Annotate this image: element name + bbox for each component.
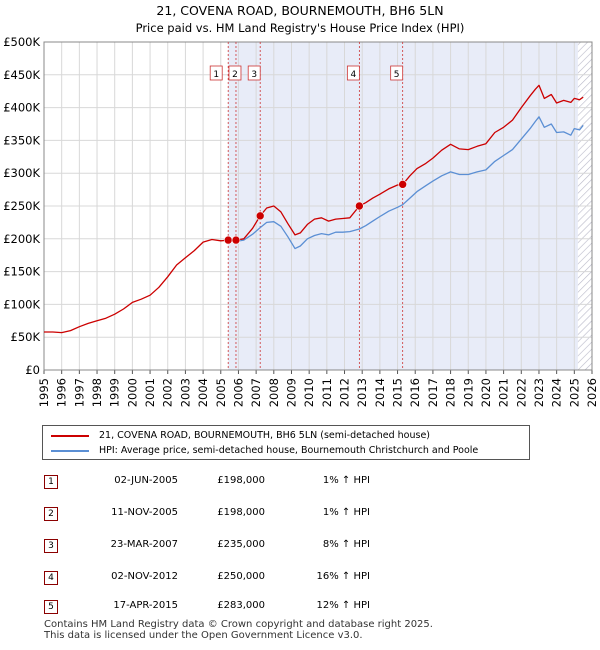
table-row: 5 17-APR-2015 £283,000 12% ↑ HPI	[0, 597, 600, 617]
sale-marker-number: 3	[251, 70, 257, 80]
x-tick-label: 2017	[426, 378, 440, 407]
sale-marker-number: 5	[394, 70, 400, 80]
y-tick-label: £250K	[3, 199, 40, 213]
sale-point	[223, 235, 233, 245]
x-tick-label: 2021	[497, 378, 511, 407]
sale-marker-box	[346, 65, 360, 81]
chart-legend: 21, COVENA ROAD, BOURNEMOUTH, BH6 5LN (s…	[42, 425, 530, 460]
sale-marker-number: 1	[213, 70, 219, 80]
sale-marker-box	[209, 65, 223, 81]
sale-marker-label: 1	[44, 475, 58, 489]
sale-marker-label: 5	[44, 600, 58, 614]
footer-licence: This data is licensed under the Open Gov…	[44, 630, 363, 641]
y-tick-label: £0	[25, 363, 40, 377]
y-tick-label: £150K	[3, 265, 40, 279]
x-tick-label: 2014	[373, 378, 387, 407]
x-tick-label: 2012	[338, 378, 352, 407]
sale-marker-number: 2	[232, 70, 238, 80]
sale-marker-label: 2	[44, 507, 58, 521]
sale-marker-label: 4	[44, 571, 58, 585]
chart-title: 21, COVENA ROAD, BOURNEMOUTH, BH6 5LN	[156, 3, 443, 18]
x-tick-label: 2026	[585, 378, 599, 407]
sale-price: £235,000	[217, 539, 265, 550]
x-tick-label: 1998	[90, 378, 104, 407]
sale-marker-label: 3	[44, 539, 58, 553]
sale-hpi-change: 8% ↑ HPI	[322, 539, 370, 550]
sale-point	[255, 211, 265, 221]
x-tick-label: 2006	[231, 378, 245, 407]
y-tick-label: £200K	[3, 232, 40, 246]
sale-price: £283,000	[217, 600, 265, 611]
sale-point	[398, 180, 407, 189]
x-tick-label: 2023	[532, 378, 546, 407]
plot-border	[43, 41, 593, 371]
footer-note: Contains HM Land Registry data © Crown c…	[44, 619, 433, 641]
x-tick-label: 1995	[37, 378, 51, 407]
x-tick-label: 2015	[391, 378, 405, 407]
table-row: 1 02-JUN-2005 £198,000 1% ↑ HPI	[0, 472, 600, 492]
legend-swatch-property	[51, 435, 89, 437]
table-row: 2 11-NOV-2005 £198,000 1% ↑ HPI	[0, 504, 600, 524]
x-tick-label: 1997	[72, 378, 86, 407]
sale-marker-box	[228, 65, 242, 81]
x-tick-label: 2007	[249, 378, 263, 407]
y-tick-label: £450K	[3, 68, 40, 82]
y-tick-label: £350K	[3, 133, 40, 147]
sale-hpi-change: 12% ↑ HPI	[316, 600, 370, 611]
footer-copyright: Contains HM Land Registry data © Crown c…	[44, 619, 433, 630]
sale-marker-box	[390, 65, 404, 81]
sale-point	[355, 201, 364, 211]
legend-label-property: 21, COVENA ROAD, BOURNEMOUTH, BH6 5LN (s…	[99, 430, 430, 441]
x-tick-label: 2013	[355, 378, 369, 407]
sale-date: 23-MAR-2007	[110, 539, 178, 550]
y-tick-label: £300K	[3, 166, 40, 180]
x-tick-label: 2019	[461, 378, 475, 407]
y-tick-label: £100K	[3, 297, 40, 311]
x-tick-label: 2008	[267, 378, 281, 407]
x-tick-label: 2000	[125, 378, 139, 407]
y-tick-label: £50K	[11, 330, 41, 344]
x-tick-label: 2009	[284, 378, 298, 407]
x-tick-label: 2025	[567, 378, 581, 407]
sale-date: 11-NOV-2005	[111, 507, 178, 518]
x-tick-label: 2016	[408, 378, 422, 407]
sale-marker-number: 4	[350, 70, 356, 80]
sale-hpi-change: 16% ↑ HPI	[316, 571, 370, 582]
x-tick-label: 1999	[108, 378, 122, 407]
x-tick-label: 2024	[550, 378, 564, 407]
sale-marker-box	[247, 65, 261, 81]
x-tick-label: 2004	[196, 378, 210, 407]
sale-price: £250,000	[217, 571, 265, 582]
legend-label-hpi: HPI: Average price, semi-detached house,…	[99, 445, 479, 456]
price-chart: 21, COVENA ROAD, BOURNEMOUTH, BH6 5LN Pr…	[3, 3, 599, 407]
x-tick-label: 2003	[178, 378, 192, 407]
x-tick-label: 2001	[143, 378, 157, 407]
chart-subtitle: Price paid vs. HM Land Registry's House …	[136, 21, 465, 35]
sale-date: 02-NOV-2012	[111, 571, 178, 582]
x-tick-label: 2005	[214, 378, 228, 407]
sale-price: £198,000	[217, 507, 265, 518]
x-tick-label: 2022	[514, 378, 528, 407]
property-series-line	[44, 84, 584, 334]
sale-point	[231, 235, 241, 245]
y-tick-label: £400K	[3, 101, 40, 115]
legend-swatch-hpi	[51, 450, 89, 452]
x-tick-label: 2010	[302, 378, 316, 407]
y-tick-label: £500K	[3, 35, 40, 49]
sale-hpi-change: 1% ↑ HPI	[322, 507, 370, 518]
table-row: 4 02-NOV-2012 £250,000 16% ↑ HPI	[0, 568, 600, 588]
hpi-series-line	[228, 116, 584, 250]
table-row: 3 23-MAR-2007 £235,000 8% ↑ HPI	[0, 536, 600, 556]
x-tick-label: 2018	[444, 378, 458, 407]
sale-date: 17-APR-2015	[113, 600, 178, 611]
sale-hpi-change: 1% ↑ HPI	[322, 475, 370, 486]
x-tick-label: 2011	[320, 378, 334, 407]
x-tick-label: 2002	[161, 378, 175, 407]
sale-date: 02-JUN-2005	[114, 475, 178, 486]
x-tick-label: 1996	[55, 378, 69, 407]
x-tick-label: 2020	[479, 378, 493, 407]
sale-price: £198,000	[217, 475, 265, 486]
